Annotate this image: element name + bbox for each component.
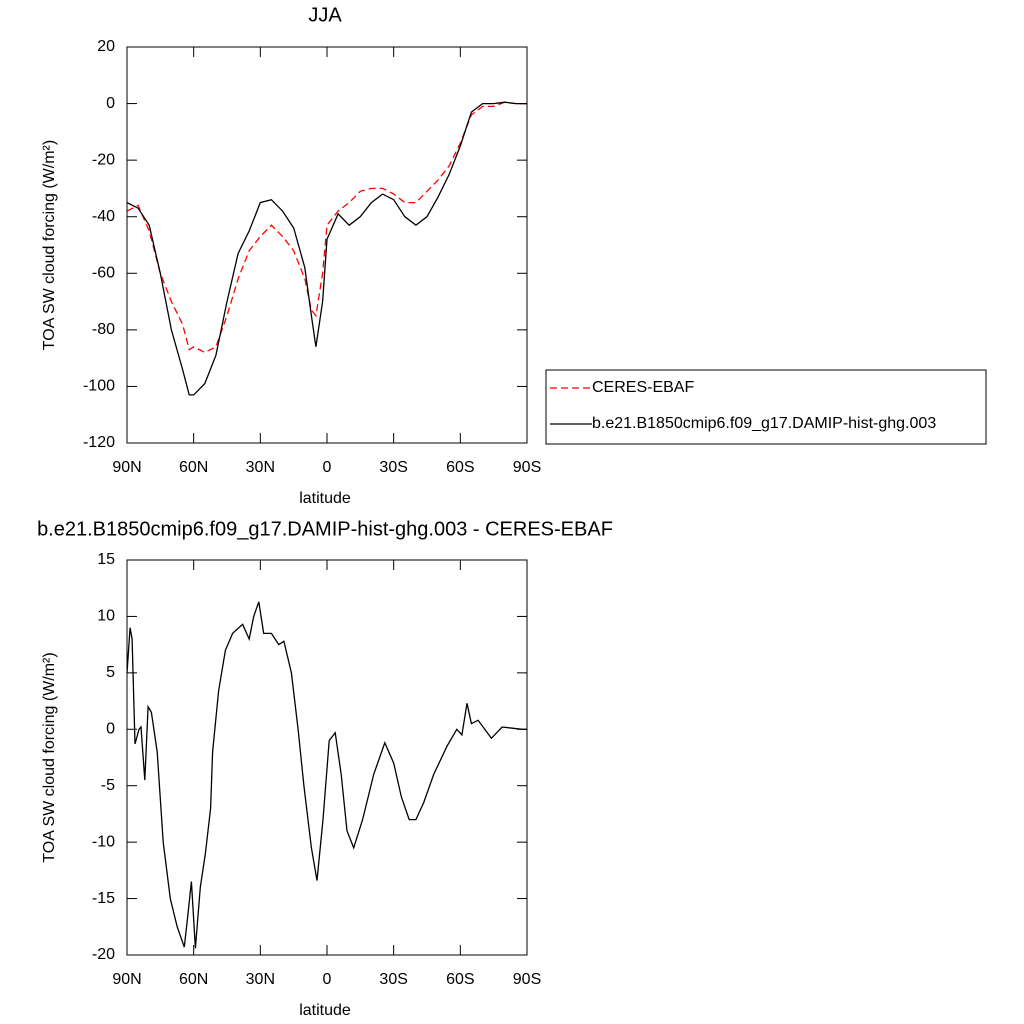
legend-box xyxy=(545,369,987,445)
y-tick-label: 0 xyxy=(106,95,115,112)
x-tick-label: 90N xyxy=(112,459,141,476)
x-tick-label: 0 xyxy=(323,459,332,476)
y-tick-label: -120 xyxy=(83,434,115,451)
x-tick-label: 60N xyxy=(179,971,208,988)
y-axis-label: TOA SW cloud forcing (W/m²) xyxy=(41,652,58,862)
y-tick-label: -40 xyxy=(92,208,115,225)
data-line xyxy=(126,101,527,354)
x-tick-label: 60N xyxy=(179,459,208,476)
x-tick-label: 30N xyxy=(246,459,275,476)
x-tick-label: 90N xyxy=(112,971,141,988)
y-tick-label: -15 xyxy=(92,890,115,907)
data-line xyxy=(126,101,527,396)
legend-label: CERES-EBAF xyxy=(592,379,694,396)
x-tick-label: 30S xyxy=(379,971,407,988)
y-tick-label: 20 xyxy=(97,38,115,55)
x-axis-label: latitude xyxy=(299,490,351,507)
x-axis-label: latitude xyxy=(299,1002,351,1019)
y-tick-label: -20 xyxy=(92,946,115,963)
y-tick-label: -20 xyxy=(92,151,115,168)
x-tick-label: 0 xyxy=(323,971,332,988)
y-tick-label: 0 xyxy=(106,721,115,738)
y-tick-label: -60 xyxy=(92,265,115,282)
chart-title: JJA xyxy=(308,4,342,26)
legend-label: b.e21.B1850cmip6.f09_g17.DAMIP-hist-ghg.… xyxy=(592,415,936,432)
y-tick-label: -80 xyxy=(92,321,115,338)
data-line xyxy=(126,601,527,949)
x-tick-label: 30S xyxy=(379,459,407,476)
y-tick-label: -100 xyxy=(83,378,115,395)
y-tick-label: -10 xyxy=(92,833,115,850)
chart-title: b.e21.B1850cmip6.f09_g17.DAMIP-hist-ghg.… xyxy=(37,518,613,540)
plot-frame xyxy=(126,46,528,444)
plot-frame xyxy=(126,559,528,956)
y-tick-label: 15 xyxy=(97,551,115,568)
x-tick-label: 60S xyxy=(446,971,474,988)
x-tick-label: 90S xyxy=(513,459,541,476)
y-tick-label: 10 xyxy=(97,608,115,625)
x-tick-label: 60S xyxy=(446,459,474,476)
x-tick-label: 90S xyxy=(513,971,541,988)
x-tick-label: 30N xyxy=(246,971,275,988)
y-axis-label: TOA SW cloud forcing (W/m²) xyxy=(41,140,58,350)
y-tick-label: 5 xyxy=(106,664,115,681)
y-tick-label: -5 xyxy=(101,777,115,794)
